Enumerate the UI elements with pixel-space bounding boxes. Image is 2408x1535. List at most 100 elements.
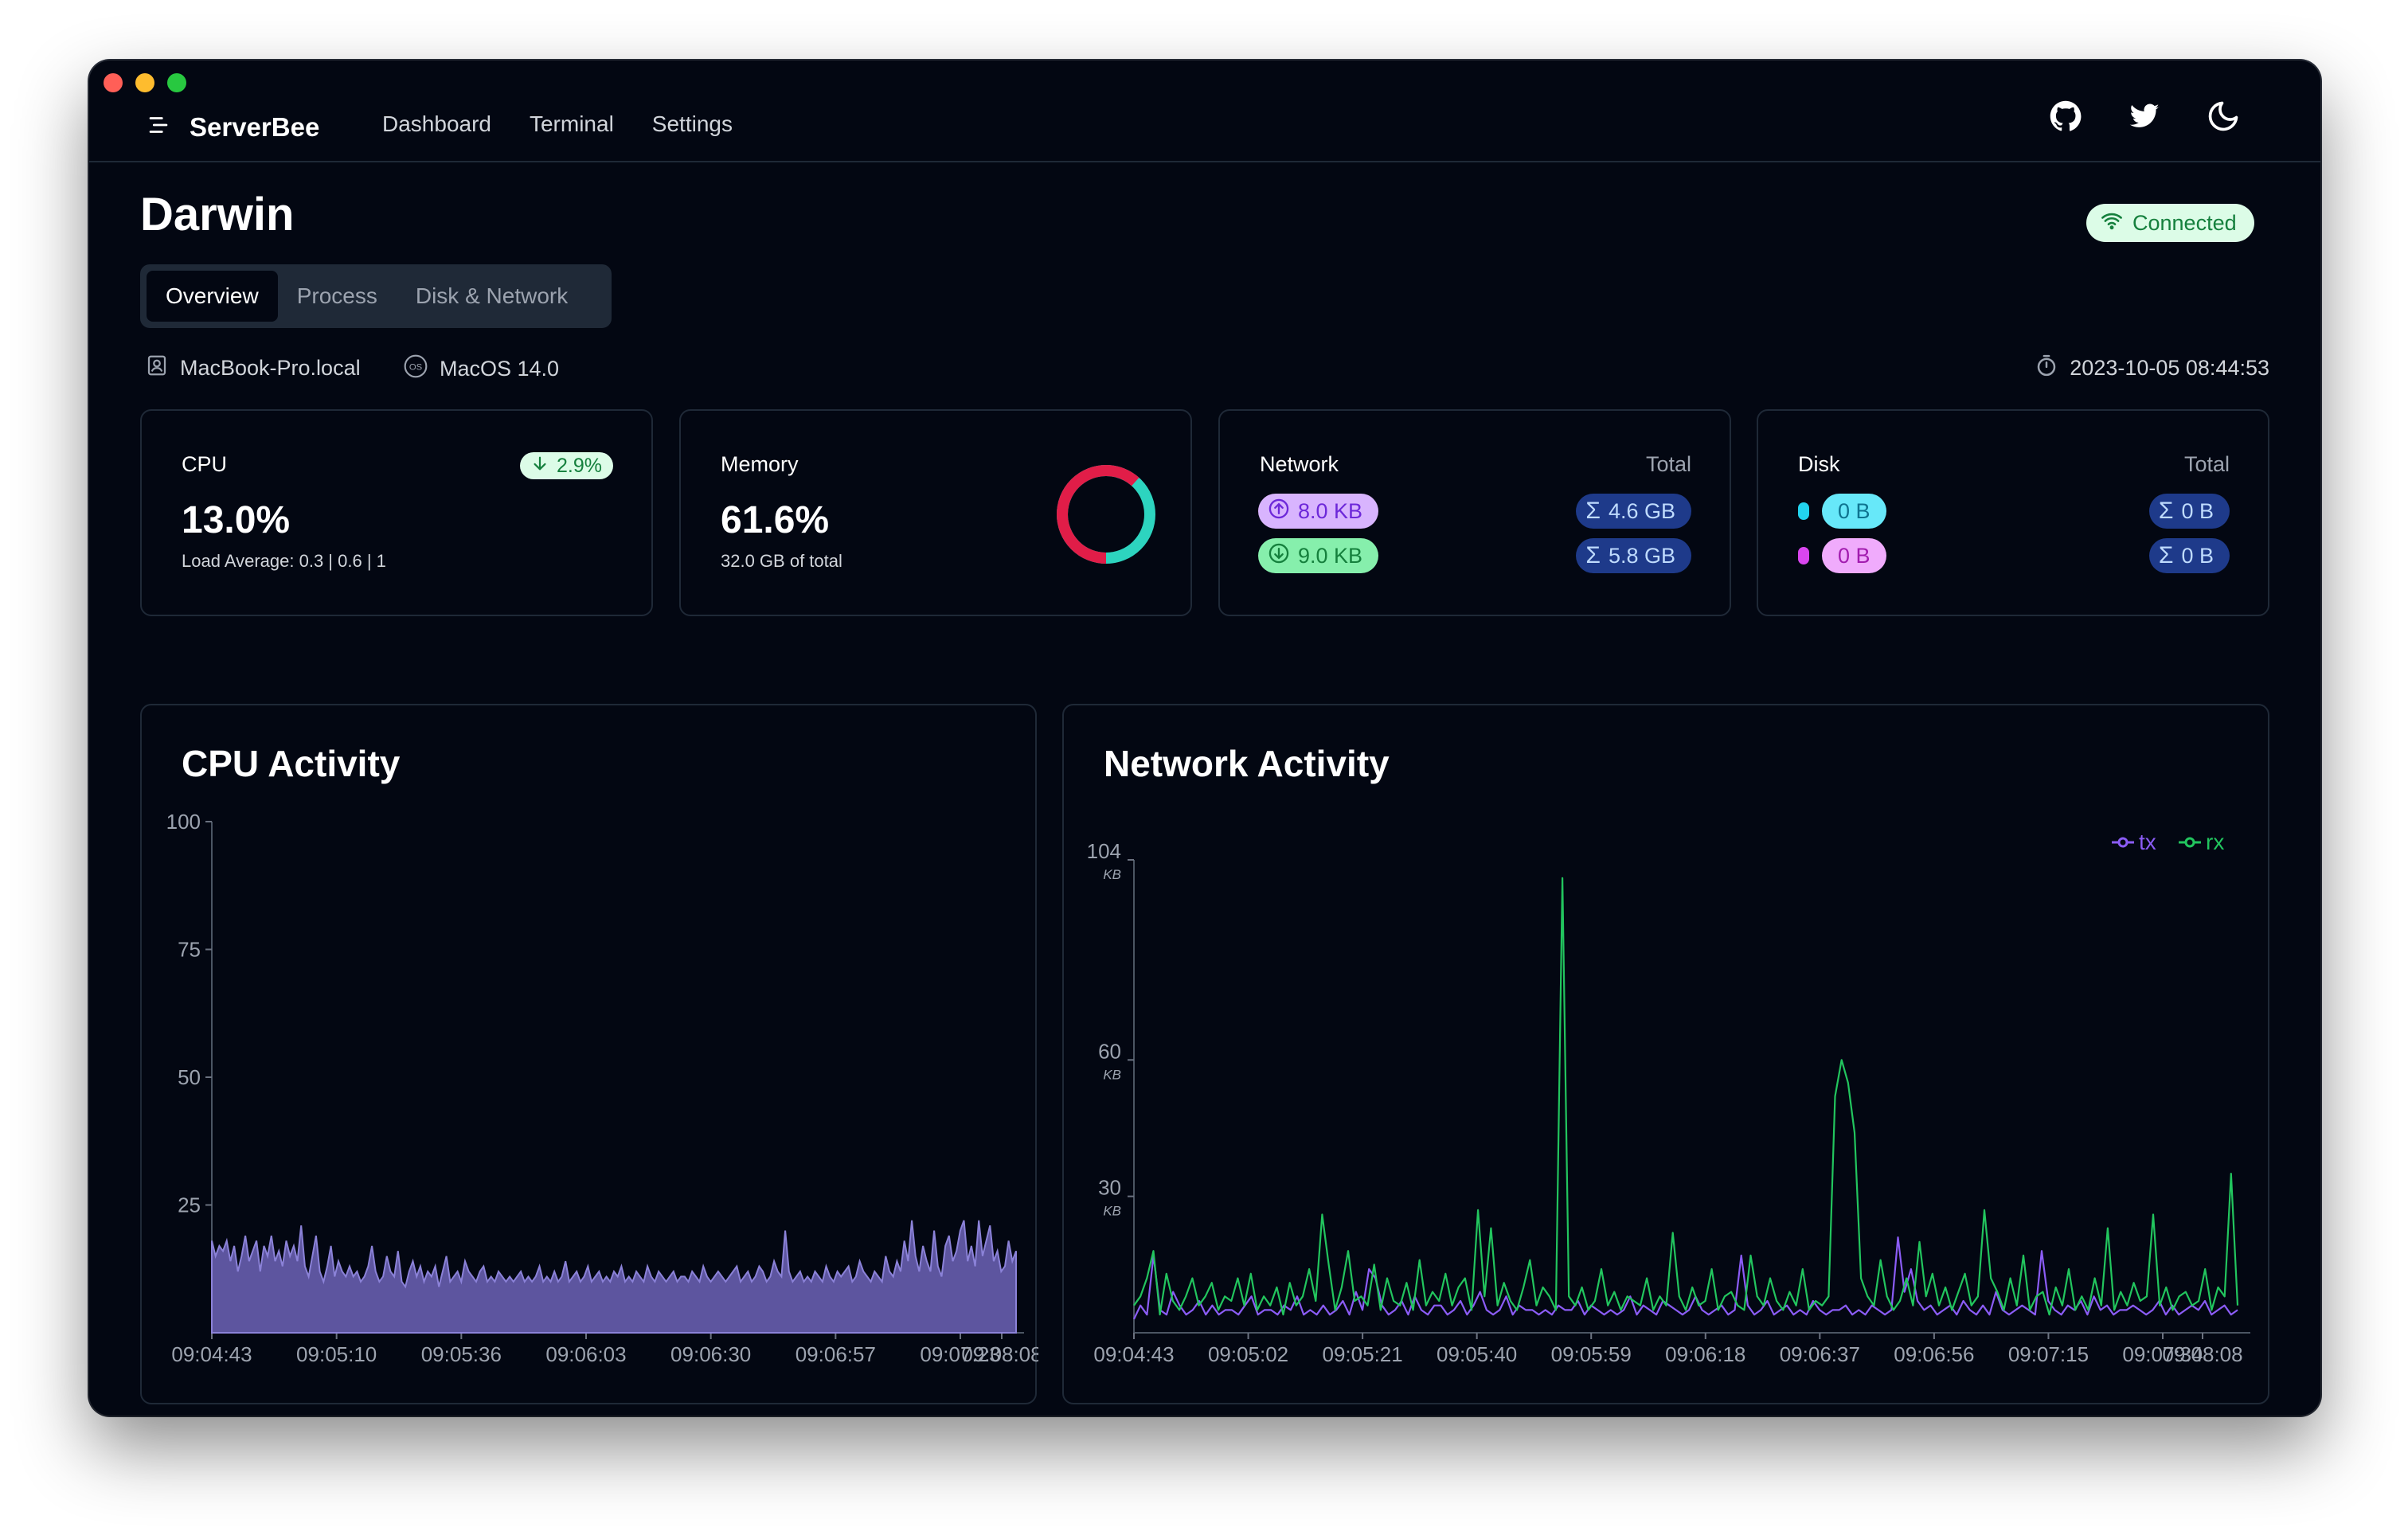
net-x-tick-label: 09:05:40 <box>1437 1342 1517 1366</box>
nav-settings[interactable]: Settings <box>651 111 733 136</box>
net-x-tick-label: 09:06:37 <box>1780 1342 1860 1366</box>
moon-icon[interactable] <box>2206 99 2241 134</box>
cpu-x-tick-label: 09:05:36 <box>421 1342 502 1366</box>
hostname-info: MacBook-Pro.local <box>145 353 361 383</box>
twitter-icon[interactable] <box>2128 100 2161 133</box>
network-activity-title: Network Activity <box>1104 743 1390 784</box>
os-version: MacOS 14.0 <box>440 357 560 381</box>
tab-disk-network[interactable]: Disk & Network <box>415 283 569 308</box>
network-tx-pill: 8.0 KB <box>1258 494 1379 529</box>
network-label: Network <box>1260 452 1339 476</box>
net-tx-line <box>1133 1236 2238 1320</box>
net-x-tick-label: 09:08:08 <box>2162 1342 2242 1366</box>
cpu-activity-chart: 25 50 75 100 09:04:43 09:05:10 09:05:36 09:06:0… <box>166 810 1038 1366</box>
net-x-tick-label: 09:05:02 <box>1208 1342 1288 1366</box>
arrow-up-circle-icon <box>1268 498 1290 525</box>
memory-card: Memory 61.6% 32.0 GB of total <box>679 409 1192 616</box>
github-icon[interactable] <box>2048 99 2083 134</box>
net-x-tick-label: 09:05:59 <box>1551 1342 1632 1366</box>
maximize-window-button[interactable] <box>167 73 186 92</box>
network-tx-total: 4.6 GB <box>1608 498 1675 523</box>
network-activity-panel: Network Activity 30 KB 60 KB 104 KB 09:04:43 09… <box>1062 704 2269 1404</box>
net-y-tick-label: 60 <box>1098 1039 1121 1063</box>
legend-rx-marker <box>2184 837 2195 848</box>
net-y-tick-label: 104 <box>1087 839 1121 863</box>
network-total-label: Total <box>1645 452 1691 476</box>
legend-tx-label: tx <box>2139 830 2156 854</box>
net-y-unit-label: KB <box>1103 1204 1121 1219</box>
net-x-tick-label: 09:06:56 <box>1894 1342 1974 1366</box>
close-window-button[interactable] <box>104 73 123 92</box>
svg-text:OS: OS <box>409 363 423 373</box>
sigma-icon: Σ <box>1585 498 1601 524</box>
disk-write-dot <box>1798 547 1809 564</box>
net-x-tick-label: 09:05:21 <box>1323 1342 1403 1366</box>
cpu-card: CPU 2.9% 13.0% Load Average: 0.3 | 0.6 |… <box>140 409 653 616</box>
network-card: Network Total 8.0 KB 9.0 KB Σ 4.6 GB Σ 5… <box>1218 409 1731 616</box>
os-info: OS MacOS 14.0 <box>403 353 559 385</box>
network-rx-value: 9.0 KB <box>1298 543 1363 568</box>
net-rx-line <box>1133 877 2239 1316</box>
app-window: ServerBee Dashboard Terminal Settings <box>89 61 2320 1416</box>
timestamp-info: 2023-10-05 08:44:53 <box>2035 353 2269 383</box>
disk-write-total-pill: Σ 0 B <box>2148 538 2230 573</box>
net-x-tick-label: 09:07:34 <box>2122 1342 2203 1366</box>
legend-rx-label: rx <box>2206 830 2224 854</box>
sigma-icon: Σ <box>2158 542 2174 568</box>
arrow-down-icon <box>531 455 549 478</box>
disk-read-dot <box>1798 502 1809 520</box>
network-rx-total: 5.8 GB <box>1608 543 1675 568</box>
hostname: MacBook-Pro.local <box>180 356 361 380</box>
cpu-usage-area <box>211 1220 1017 1334</box>
net-y-unit-label: KB <box>1103 867 1121 882</box>
view-tabs: Overview Process Disk & Network <box>140 264 612 328</box>
disk-write-total: 0 B <box>2181 543 2214 568</box>
cpu-y-tick-label: 100 <box>166 810 201 834</box>
disk-read-total-pill: Σ 0 B <box>2148 494 2230 529</box>
net-y-unit-label: KB <box>1103 1067 1121 1082</box>
sigma-icon: Σ <box>1585 542 1601 568</box>
cpu-x-tick-label: 09:06:03 <box>545 1342 626 1366</box>
cpu-x-tick-label: 09:06:57 <box>796 1342 876 1366</box>
os-icon: OS <box>403 353 428 385</box>
user-icon <box>145 353 169 383</box>
network-activity-chart: 30 KB 60 KB 104 KB 09:04:43 09:05:02 09:05:21 09:… <box>1087 830 2250 1366</box>
net-y-tick-label: 30 <box>1098 1176 1121 1200</box>
memory-label: Memory <box>721 452 799 476</box>
nav-terminal[interactable]: Terminal <box>529 111 614 136</box>
memory-total: 32.0 GB of total <box>721 551 842 571</box>
menu-icon[interactable] <box>145 111 172 143</box>
legend-tx-marker <box>2117 837 2128 848</box>
brand-title: ServerBee <box>190 111 320 142</box>
net-x-tick-label: 09:04:43 <box>1093 1342 1174 1366</box>
timestamp: 2023-10-05 08:44:53 <box>2070 356 2269 380</box>
net-x-tick-label: 09:07:15 <box>2008 1342 2089 1366</box>
disk-total-label: Total <box>2183 452 2230 476</box>
nav-dashboard[interactable]: Dashboard <box>382 111 491 136</box>
minimize-window-button[interactable] <box>135 73 154 92</box>
cpu-x-tick-label: 09:07:23 <box>920 1342 1000 1366</box>
tab-process[interactable]: Process <box>296 283 377 308</box>
connection-status-text: Connected <box>2132 210 2237 235</box>
memory-used-arc <box>1057 465 1155 564</box>
memory-usage-value: 61.6% <box>721 499 830 541</box>
cpu-y-tick-label: 25 <box>178 1193 201 1217</box>
disk-write-pill: 0 B <box>1822 538 1886 573</box>
cpu-usage-value: 13.0% <box>182 499 291 541</box>
cpu-change-value: 2.9% <box>557 454 602 477</box>
wifi-icon <box>2101 209 2123 237</box>
cpu-y-tick-label: 75 <box>178 938 201 962</box>
sigma-icon: Σ <box>2158 498 2174 524</box>
tab-overview[interactable]: Overview <box>147 271 278 322</box>
cpu-x-tick-label: 09:08:08 <box>961 1342 1038 1366</box>
cpu-x-tick-label: 09:06:30 <box>670 1342 751 1366</box>
connection-status-badge: Connected <box>2086 204 2254 242</box>
disk-read-total: 0 B <box>2181 498 2214 523</box>
brand[interactable]: ServerBee <box>145 111 319 143</box>
top-icons <box>2048 99 2241 134</box>
disk-write-value: 0 B <box>1838 543 1870 568</box>
timer-icon <box>2035 353 2058 383</box>
disk-label: Disk <box>1798 452 1840 476</box>
network-rx-pill: 9.0 KB <box>1258 538 1379 573</box>
cpu-activity-panel: CPU Activity 25 50 75 100 09:04:43 09:05:10 09… <box>140 704 1038 1404</box>
